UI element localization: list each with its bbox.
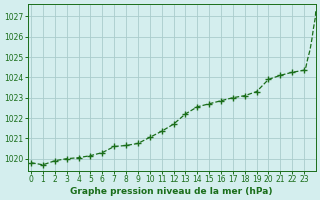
X-axis label: Graphe pression niveau de la mer (hPa): Graphe pression niveau de la mer (hPa) — [70, 187, 273, 196]
